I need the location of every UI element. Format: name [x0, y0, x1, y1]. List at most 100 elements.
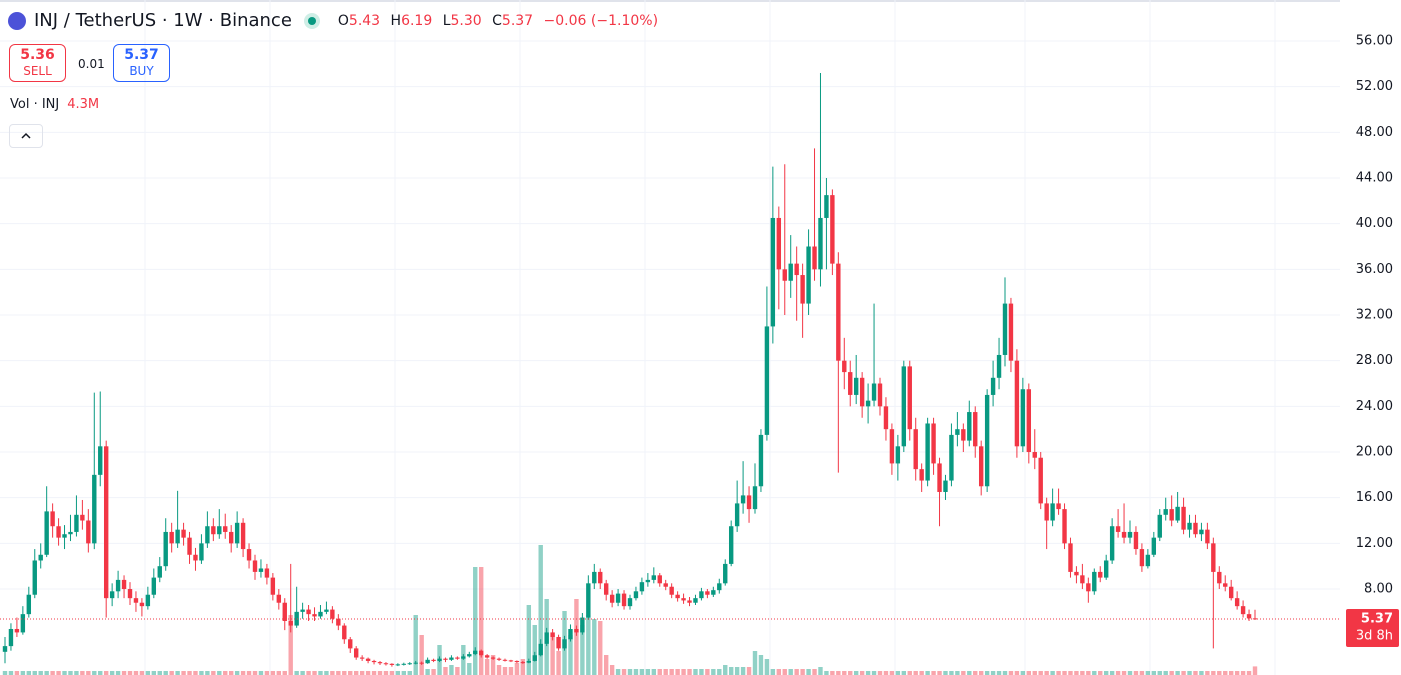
collapse-button[interactable] [9, 124, 43, 148]
volume-bar [728, 667, 734, 675]
volume-bar [455, 667, 460, 675]
volume-bar [1092, 671, 1097, 675]
candle-body [1205, 529, 1210, 544]
candle-body [1068, 543, 1073, 572]
candle-body [324, 609, 329, 612]
candle-body [32, 560, 37, 595]
candle-body [92, 474, 97, 544]
close-label: C [492, 12, 502, 29]
candle-body [627, 598, 633, 607]
candle-body [1121, 531, 1127, 538]
volume-bar [133, 671, 139, 675]
volume-bar [103, 671, 109, 675]
candle-body [818, 217, 823, 270]
volume-bar [782, 669, 787, 675]
volume-bar [312, 671, 317, 675]
volume-bar [419, 635, 424, 675]
volume-bar [32, 671, 37, 675]
volume-bar [109, 671, 115, 675]
volume-bar [288, 615, 293, 675]
candle-body [437, 658, 442, 661]
volume-bar [1187, 671, 1192, 675]
volume-bar [258, 671, 264, 675]
volume-bar [1086, 671, 1091, 675]
volume-bar [264, 671, 270, 675]
candle-body [943, 480, 948, 492]
candle-body [1199, 529, 1204, 535]
volume-bar [586, 615, 591, 675]
volume-bar [68, 671, 73, 675]
sell-button[interactable]: 5.36 SELL [9, 44, 66, 82]
volume-bar [371, 671, 377, 675]
volume-bar [746, 667, 752, 675]
candle-body [103, 446, 109, 599]
candle-body [794, 263, 799, 276]
candle-body [252, 560, 258, 572]
candle-body [538, 643, 543, 656]
volume-bar [955, 671, 960, 675]
candle-body [984, 394, 990, 487]
volume-bar [978, 671, 984, 675]
change: −0.06 (−1.10%) [543, 12, 659, 29]
candle-body [306, 609, 311, 615]
candle-body [687, 600, 692, 603]
y-tick-label: 16.00 [1356, 490, 1393, 505]
candle-body [98, 446, 103, 475]
volume-bar [848, 671, 853, 675]
candle-body [502, 659, 508, 661]
volume-bar [788, 669, 793, 675]
volume-bar [871, 671, 877, 675]
candle-body [883, 406, 889, 430]
volume-bar [193, 671, 198, 675]
buy-button[interactable]: 5.37 BUY [113, 44, 170, 82]
candle-body [752, 486, 758, 510]
candle-body [44, 511, 49, 555]
candle-body [157, 566, 162, 578]
candle-body [598, 571, 603, 584]
candle-body [395, 664, 401, 666]
candle-body [246, 549, 252, 561]
candle-body [621, 593, 627, 607]
market-status[interactable] [303, 12, 320, 29]
candle-body [74, 514, 79, 532]
symbol[interactable]: INJ / TetherUS · 1W · Binance [34, 10, 292, 31]
candle-body [508, 660, 514, 662]
candle-body [973, 412, 978, 447]
volume-bar [1163, 671, 1168, 675]
candle-body [1151, 537, 1157, 555]
volume-bar [657, 669, 662, 675]
candle-body [240, 522, 246, 550]
volume-bar [949, 671, 954, 675]
symbol-icon [8, 11, 26, 30]
volume-bar [907, 671, 912, 675]
candle-body [1217, 571, 1222, 584]
candle-body [1133, 531, 1139, 550]
candle-body [931, 423, 936, 464]
candle-body [383, 663, 389, 665]
candle-body [770, 217, 776, 327]
candle-body [2, 646, 8, 652]
legend-row: INJ / TetherUS · 1W · Binance O5.43 H6.1… [8, 10, 658, 31]
candle-body [871, 383, 877, 401]
volume-bar [615, 669, 621, 675]
low-label: L [442, 12, 451, 29]
y-tick-label: 12.00 [1356, 536, 1393, 551]
candle-body [181, 529, 186, 538]
candle-body [455, 657, 460, 659]
candle-body [603, 583, 609, 595]
volume-legend: Vol · INJ 4.3M [10, 97, 99, 112]
candle-body [562, 639, 567, 649]
candle-body [877, 383, 883, 407]
volume-bar [996, 671, 1002, 675]
volume-bar [812, 669, 817, 675]
volume-bar [252, 671, 258, 675]
volume-bar [223, 671, 228, 675]
volume-bar [1157, 671, 1162, 675]
volume-bar [496, 665, 502, 675]
volume-bar [865, 671, 871, 675]
candle-body [211, 526, 216, 535]
volume-bar [961, 671, 966, 675]
volume-bar [538, 545, 543, 675]
candle-body [740, 495, 746, 504]
ohlc-legend: O5.43 H6.19 L5.30 C5.37 −0.06 (−1.10%) [332, 13, 658, 29]
